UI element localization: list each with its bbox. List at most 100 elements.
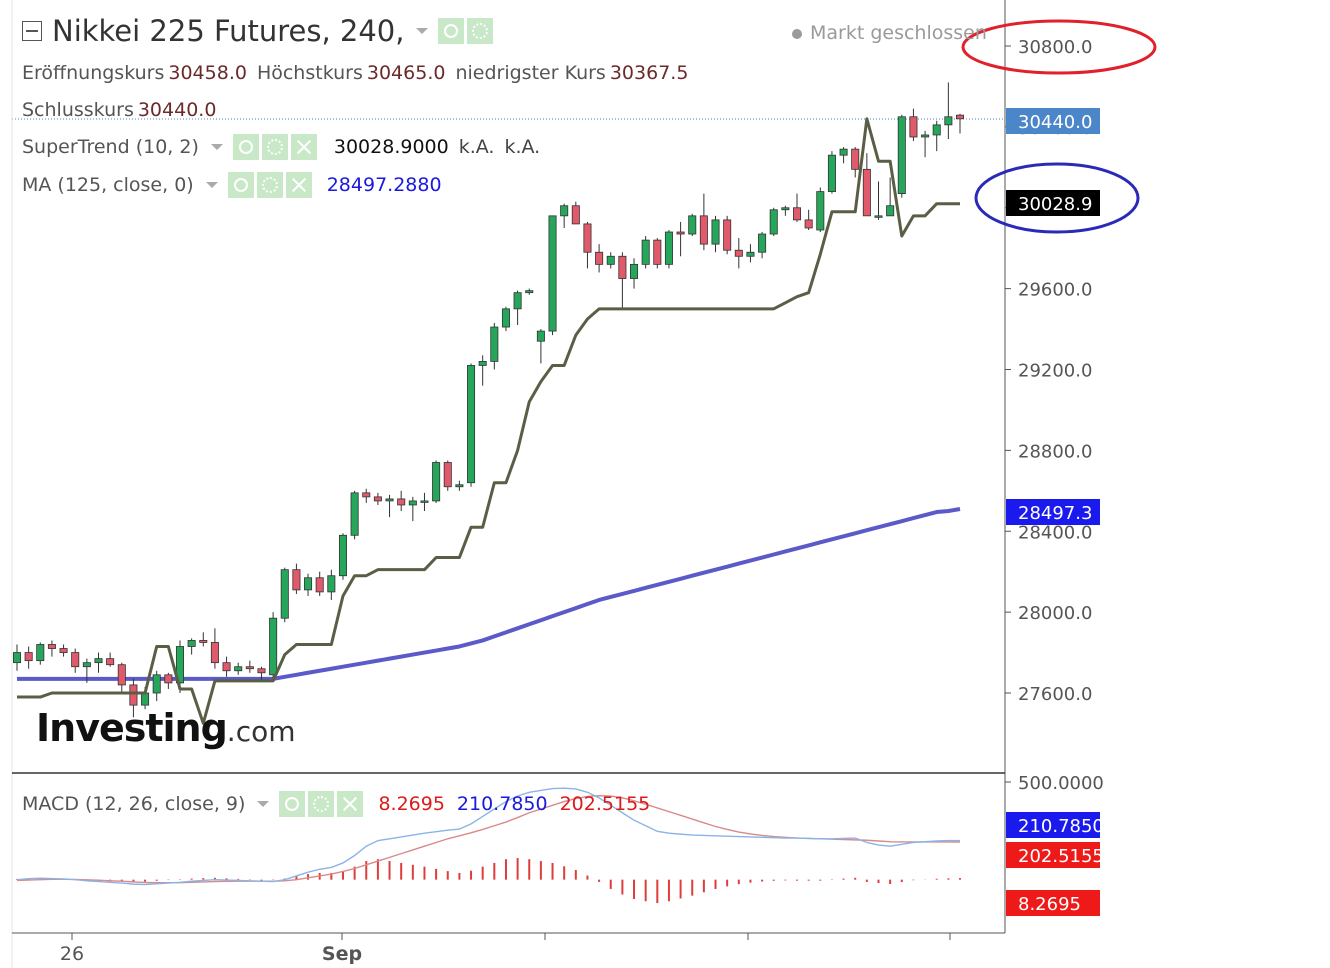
eye-icon[interactable] [232, 134, 259, 160]
candle-body [793, 207, 802, 221]
candle [630, 258, 639, 289]
ma-legend: MA (125, close, 0) 28497.2880 [22, 172, 442, 198]
candle-body [117, 664, 126, 686]
candle [641, 236, 650, 269]
candle-body [129, 684, 138, 706]
candle-body [525, 290, 534, 294]
candle [571, 201, 580, 225]
collapse-icon[interactable] [22, 21, 42, 41]
candle-body [199, 640, 208, 643]
supertrend-label[interactable]: SuperTrend (10, 2) [22, 136, 199, 158]
candle [47, 640, 56, 657]
gear-icon[interactable] [256, 172, 283, 198]
candle [595, 244, 604, 273]
candle [36, 642, 45, 665]
candle [501, 306, 510, 332]
candle-body [141, 692, 150, 706]
supertrend-badge-text: 30028.9 [1018, 194, 1092, 215]
candle-body [397, 498, 406, 506]
close-icon[interactable] [290, 134, 317, 160]
close-icon[interactable] [285, 172, 312, 198]
last-price-badge-bg [1006, 108, 1100, 134]
supertrend-line [17, 117, 960, 725]
candle-body [455, 484, 464, 488]
candle-body [595, 251, 604, 265]
close-icon[interactable] [337, 791, 364, 817]
gear-icon[interactable] [467, 18, 494, 44]
candle-body [420, 500, 429, 503]
candle-body [304, 577, 313, 591]
candle-body [24, 652, 33, 662]
chevron-down-icon[interactable] [205, 182, 218, 188]
candle-body [723, 219, 732, 251]
symbol-title[interactable]: Nikkei 225 Futures, 240, [52, 14, 405, 48]
y-tick-label: 28800.0 [1018, 441, 1092, 462]
eye-icon[interactable] [227, 172, 254, 198]
candle-body [618, 255, 627, 279]
candle [548, 215, 557, 336]
ma-label[interactable]: MA (125, close, 0) [22, 174, 194, 196]
candle-body [94, 658, 103, 664]
eye-icon[interactable] [438, 18, 465, 44]
high-value: 30465.0 [366, 62, 446, 84]
macd-label[interactable]: MACD (12, 26, close, 9) [22, 793, 246, 815]
gear-icon[interactable] [308, 791, 335, 817]
candle-body [234, 666, 243, 672]
chevron-down-icon[interactable] [210, 144, 223, 150]
supertrend-badge: 30028.9 [1006, 190, 1100, 216]
candle [187, 638, 196, 655]
chevron-down-icon[interactable] [257, 801, 270, 807]
candle-body [164, 674, 173, 684]
macd-signal-value: 202.5155 [559, 793, 651, 815]
candle [955, 113, 965, 134]
low-value: 30367.5 [609, 62, 689, 84]
candle [664, 229, 673, 269]
open-value: 30458.0 [168, 62, 247, 84]
macd-legend: MACD (12, 26, close, 9) 8.2695 210.7850 … [22, 791, 650, 817]
candle [222, 656, 231, 677]
candle [909, 108, 918, 142]
candle-body [490, 326, 499, 362]
candle-body [630, 263, 639, 279]
supertrend-badge-bg [1006, 190, 1100, 216]
candle-body [688, 215, 697, 235]
y-tick-label: 28400.0 [1018, 522, 1092, 543]
candle [106, 652, 115, 667]
candle-body [827, 154, 836, 192]
y-tick-label: 30800.0 [1018, 37, 1092, 58]
candle-body [106, 658, 115, 666]
eye-icon[interactable] [279, 791, 306, 817]
candle [397, 490, 406, 512]
macd-hist-value: 8.2695 [378, 793, 445, 815]
candle [525, 288, 534, 295]
candle-body [187, 640, 196, 647]
close-row: Schlusskurs 30440.0 [22, 99, 226, 121]
open-label: Eröffnungskurs [22, 62, 165, 84]
supertrend-extra2: k.A. [504, 136, 541, 158]
candle-body [350, 492, 359, 536]
candle [874, 181, 883, 220]
candle [82, 658, 91, 683]
red-annotation-circle [961, 19, 1157, 75]
candle [699, 193, 708, 251]
chevron-down-icon[interactable] [416, 28, 429, 34]
candle [164, 672, 173, 689]
candle [862, 153, 871, 217]
status-dot-icon [792, 28, 802, 39]
candle-body [513, 292, 522, 310]
candle [793, 193, 802, 222]
macd-y-tick-label: 500.0000 [1018, 773, 1104, 794]
last-price-badge: 30440.0 [1006, 108, 1100, 134]
candle [234, 662, 243, 675]
gear-icon[interactable] [261, 134, 288, 160]
candle-body [478, 361, 487, 366]
supertrend-extra1: k.A. [458, 136, 495, 158]
candle [944, 82, 953, 140]
candle [618, 252, 627, 309]
macd-line [16, 787, 960, 886]
candle [59, 644, 68, 657]
candle [71, 648, 80, 673]
candle [606, 252, 615, 269]
candle [688, 213, 697, 237]
